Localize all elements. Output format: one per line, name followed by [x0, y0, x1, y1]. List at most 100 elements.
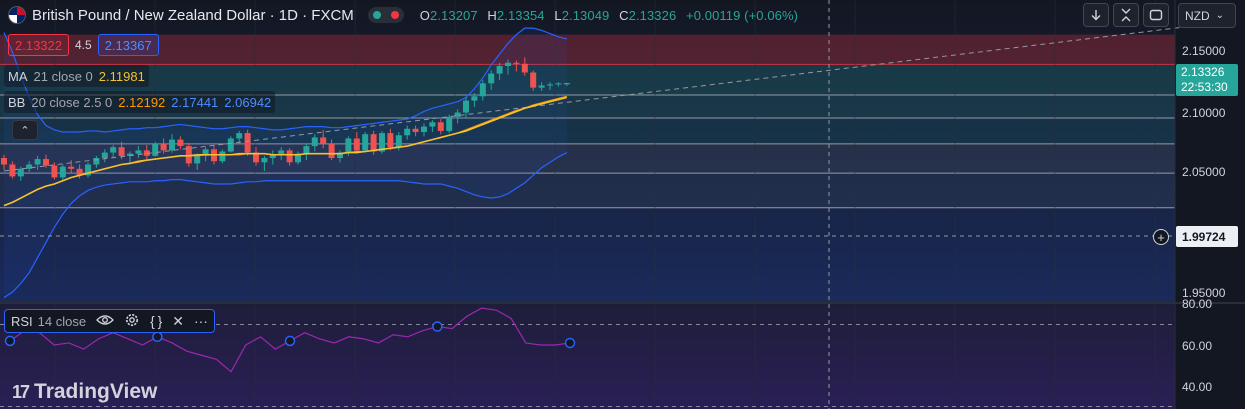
- candle-body: [463, 100, 469, 113]
- candle-body: [34, 159, 41, 165]
- candle-body: [547, 84, 553, 86]
- rsi-tick: 40.00: [1182, 380, 1213, 394]
- gear-icon[interactable]: [124, 312, 140, 331]
- candle-body: [152, 143, 159, 156]
- candle-body: [244, 133, 251, 153]
- rsi-plot: [0, 307, 1175, 407]
- candle-body: [538, 85, 545, 88]
- rsi-params: 14 close: [37, 313, 87, 329]
- candle-body: [85, 164, 91, 176]
- chevron-up-icon: ⌃: [20, 124, 30, 137]
- chevron-down-icon: ⌄: [1215, 10, 1225, 21]
- bb-legend[interactable]: BB 20 close 2.5 0 2.12192 2.17441 2.0694…: [4, 91, 276, 113]
- ohlc-open-value: 2.13207: [430, 7, 478, 23]
- rsi-title: RSI 14 close: [11, 314, 86, 329]
- tradingview-brand-name: TradingView: [34, 380, 158, 403]
- candle-body: [51, 165, 58, 178]
- bb-basis-value: 2.12192: [118, 94, 166, 110]
- candle-body: [261, 157, 268, 163]
- bollinger-lower-line: [3, 152, 568, 299]
- crosshair-price-label: 1.99724: [1176, 226, 1238, 247]
- candle-body: [303, 146, 310, 154]
- candle-body: [362, 134, 369, 151]
- maximize-icon: [1149, 9, 1163, 21]
- sell-button[interactable]: 2.13322: [8, 34, 69, 56]
- bb-upper-value: 2.17441: [171, 94, 219, 110]
- candle-body: [269, 154, 276, 158]
- candle-body: [59, 166, 66, 178]
- candle-body: [320, 137, 327, 144]
- candle-body: [530, 72, 537, 88]
- rsi-name: RSI: [11, 313, 33, 329]
- bb-name: BB: [8, 94, 26, 110]
- market-status-toggle[interactable]: [367, 7, 404, 23]
- collapse-legend-button[interactable]: ⌃: [12, 120, 38, 140]
- close-icon[interactable]: ✕: [172, 312, 184, 329]
- moving-average-line: [3, 96, 567, 207]
- candle-body: [563, 83, 570, 85]
- maximize-pane-button[interactable]: [1143, 3, 1169, 27]
- bb-params: 20 close 2.5 0: [31, 94, 113, 110]
- collapse-panes-button[interactable]: [1113, 3, 1139, 27]
- candle-body: [471, 96, 478, 101]
- ohlc-close-value: 2.13326: [628, 7, 677, 23]
- rsi-tick: 60.00: [1182, 339, 1213, 353]
- tradingview-logo-icon: 17: [12, 381, 30, 402]
- price-tick: 1.95000: [1182, 286, 1226, 300]
- rsi-divergence-marker: [432, 321, 443, 332]
- add-plus-icon[interactable]: +: [1153, 229, 1169, 245]
- candles-layer: [1, 57, 570, 181]
- ohlc-high-key: H: [487, 7, 497, 23]
- ohlc-low-value: 2.13049: [561, 7, 610, 23]
- zone-band: [0, 117, 1175, 144]
- source-code-icon[interactable]: { }: [150, 313, 163, 329]
- candle-body: [185, 146, 192, 164]
- candle-body: [446, 116, 453, 131]
- candle-body: [253, 152, 259, 163]
- candle-body: [135, 150, 142, 154]
- rsi-divergence-marker: [152, 331, 163, 343]
- candle-body: [337, 152, 343, 158]
- last-price-value: 2.13326: [1181, 65, 1225, 79]
- symbol-title[interactable]: British Pound / New Zealand Dollar · 1D …: [32, 6, 354, 24]
- rsi-legend[interactable]: RSI 14 close { } ✕ ···: [4, 309, 215, 333]
- candle-body: [479, 83, 486, 97]
- candle-body: [521, 63, 528, 73]
- bollinger-fill: [4, 28, 567, 298]
- market-open-dot-icon: [372, 11, 381, 19]
- arrow-down-icon: [1091, 10, 1101, 21]
- candle-body: [227, 138, 234, 152]
- eye-icon[interactable]: [96, 313, 115, 329]
- ohlc-change-value: +0.00119 (+0.06%): [686, 7, 799, 23]
- candle-body: [370, 134, 377, 152]
- candle-body: [488, 73, 495, 84]
- rsi-tick: 80.00: [1182, 297, 1213, 311]
- zone-band: [0, 34, 1175, 65]
- rsi-divergence-marker: [284, 335, 296, 347]
- buy-button[interactable]: 2.13367: [97, 34, 159, 56]
- currency-label: NZD: [1185, 8, 1210, 23]
- ohlc-high-value: 2.13354: [496, 7, 545, 23]
- market-closed-dot-icon: [390, 11, 399, 19]
- candle-body: [505, 62, 511, 67]
- currency-selector[interactable]: NZD ⌄: [1178, 3, 1236, 28]
- candle-body: [110, 147, 117, 153]
- candle-body: [17, 168, 24, 177]
- ohlc-values: O2.13207 H2.13354 L2.13049 C2.13326 +0.0…: [420, 8, 804, 23]
- rsi-divergence-marker: [4, 335, 16, 347]
- ma-legend[interactable]: MA 21 close 0 2.11981: [4, 65, 149, 87]
- scroll-down-button[interactable]: [1083, 3, 1109, 27]
- bollinger-bands: [3, 27, 568, 299]
- candle-body: [555, 83, 562, 85]
- symbol-header: British Pound / New Zealand Dollar · 1D …: [8, 5, 804, 25]
- trend-line: [3, 23, 1211, 172]
- more-options-icon[interactable]: ···: [193, 313, 208, 329]
- candle-body: [395, 135, 402, 148]
- ohlc-close-key: C: [619, 7, 629, 23]
- ma-name: MA: [8, 68, 28, 84]
- indicator-lines: [3, 23, 1211, 207]
- candle-body: [295, 153, 301, 163]
- candle-body: [236, 133, 243, 139]
- ma-value: 2.11981: [98, 68, 145, 84]
